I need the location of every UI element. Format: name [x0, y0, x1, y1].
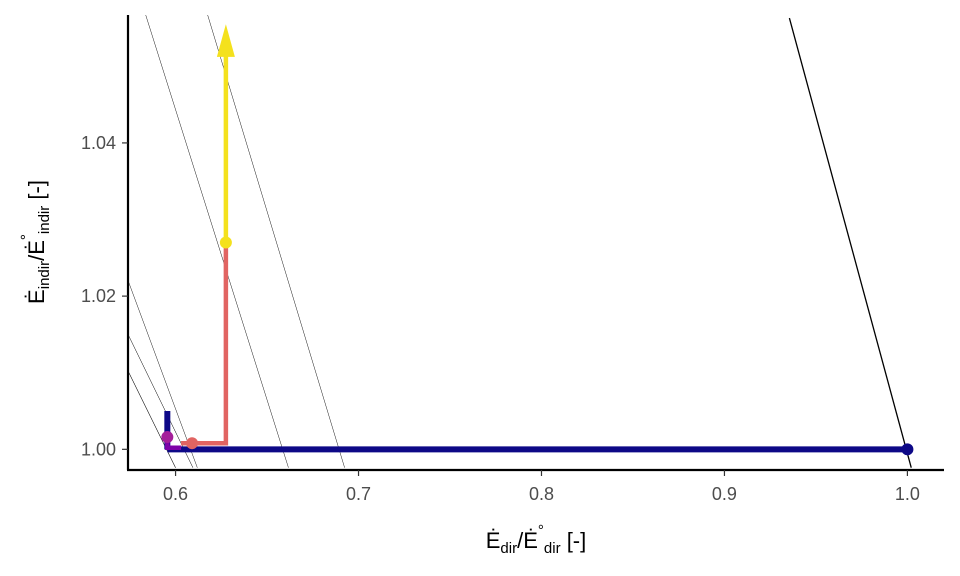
y-axis-ticks: 1.00 1.02 1.04 [81, 133, 128, 459]
reference-line [207, 15, 345, 468]
reference-line [788, 17, 912, 468]
reference-line [145, 15, 289, 468]
x-tick-label: 0.7 [346, 484, 371, 504]
series-markers [161, 236, 914, 456]
x-tick-label: 0.9 [712, 484, 737, 504]
series-arrowhead [216, 24, 235, 57]
x-tick-label: 0.8 [529, 484, 554, 504]
data-point [901, 443, 914, 456]
x-axis-title: Ėdir/Ė°dir [-] [486, 522, 587, 557]
reference-line [128, 333, 194, 468]
data-point [219, 236, 232, 249]
reference-line [128, 370, 176, 468]
y-tick-label: 1.00 [81, 439, 116, 459]
reference-lines [128, 15, 912, 468]
reference-line [128, 279, 198, 468]
y-tick-label: 1.04 [81, 133, 116, 153]
x-tick-label: 1.0 [895, 484, 920, 504]
data-point [186, 437, 199, 450]
x-tick-label: 0.6 [163, 484, 188, 504]
y-tick-label: 1.02 [81, 286, 116, 306]
y-axis-title: Ėindir/Ė°indir [-] [18, 180, 53, 304]
data-point [161, 431, 174, 444]
x-axis-ticks: 0.6 0.7 0.8 0.9 1.0 [163, 470, 920, 504]
